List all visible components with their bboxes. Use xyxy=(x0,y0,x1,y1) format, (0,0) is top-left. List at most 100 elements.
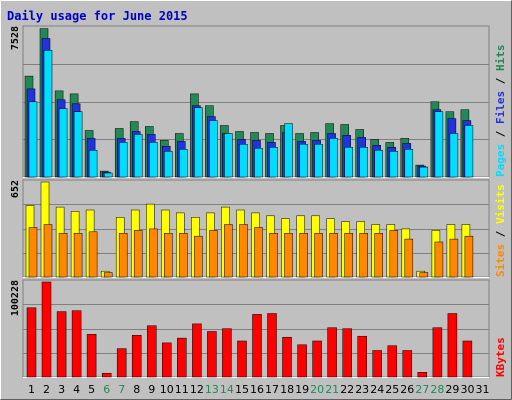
bar-sites-15 xyxy=(239,224,248,278)
bar-kbytes-26 xyxy=(402,350,413,378)
bar-sites-3 xyxy=(58,233,68,278)
series-legend: KBytes xyxy=(494,337,507,377)
bar-pages-8 xyxy=(133,134,143,178)
bar-pages-3 xyxy=(58,108,68,178)
bar-sites-29 xyxy=(449,238,459,278)
bar-kbytes-17 xyxy=(267,313,277,378)
panel-sites-visits: 652 Sites / Visits xyxy=(10,179,507,278)
bar-kbytes-13 xyxy=(207,331,217,378)
x-tick-label-12: 12 xyxy=(190,383,204,396)
panel-pages-files-hits: 7528 Pages / Files / Hits xyxy=(10,25,507,178)
x-tick-label-10: 10 xyxy=(160,383,174,396)
bar-pages-13 xyxy=(209,120,218,178)
bar-sites-22 xyxy=(344,233,353,278)
bar-kbytes-9 xyxy=(147,325,157,378)
bar-kbytes-3 xyxy=(56,311,67,378)
x-tick-label-20: 20 xyxy=(310,383,324,396)
bar-kbytes-21 xyxy=(327,327,337,378)
bar-kbytes-8 xyxy=(131,335,142,378)
bar-pages-18 xyxy=(284,123,293,178)
bar-sites-27 xyxy=(419,272,429,278)
bar-pages-1 xyxy=(28,101,38,178)
bar-kbytes-24 xyxy=(372,350,382,378)
x-tick-label-31: 31 xyxy=(476,383,490,396)
bar-sites-5 xyxy=(88,231,98,278)
chart-panels: 7528 Pages / Files / Hits 652 Sites / Visit… xyxy=(10,25,507,378)
x-tick-label-22: 22 xyxy=(340,383,354,396)
x-tick-label-26: 26 xyxy=(400,383,414,396)
x-tick-label-21: 21 xyxy=(325,383,339,396)
bar-sites-20 xyxy=(314,233,323,278)
bar-pages-10 xyxy=(164,151,173,178)
bar-pages-27 xyxy=(419,166,429,178)
bar-sites-8 xyxy=(133,230,143,278)
bar-kbytes-20 xyxy=(312,340,322,378)
bar-kbytes-14 xyxy=(222,328,232,378)
bar-pages-23 xyxy=(359,147,368,178)
x-tick-label-2: 2 xyxy=(43,383,50,396)
bar-kbytes-2 xyxy=(41,281,52,378)
x-tick-label-13: 13 xyxy=(205,383,219,396)
bar-sites-9 xyxy=(149,228,158,278)
bar-pages-21 xyxy=(329,138,338,178)
bar-kbytes-23 xyxy=(357,335,367,378)
bar-kbytes-16 xyxy=(252,314,262,378)
bar-pages-17 xyxy=(269,147,278,178)
x-tick-label-3: 3 xyxy=(58,383,65,396)
bar-kbytes-7 xyxy=(116,348,127,378)
bar-pages-6 xyxy=(103,172,113,178)
bar-pages-11 xyxy=(179,149,188,178)
bar-sites-7 xyxy=(118,233,128,278)
bar-sites-18 xyxy=(284,233,293,278)
bar-pages-2 xyxy=(43,50,53,178)
bar-pages-22 xyxy=(344,147,353,178)
bar-sites-30 xyxy=(464,235,474,278)
bar-kbytes-27 xyxy=(417,372,428,378)
bar-kbytes-29 xyxy=(447,313,458,378)
x-tick-label-14: 14 xyxy=(220,383,234,396)
bar-pages-29 xyxy=(449,133,459,178)
bar-kbytes-5 xyxy=(86,334,97,378)
x-tick-label-1: 1 xyxy=(28,383,35,396)
series-pages xyxy=(28,50,474,178)
bar-kbytes-10 xyxy=(162,342,172,378)
bar-sites-4 xyxy=(73,233,83,278)
bar-pages-30 xyxy=(464,125,474,178)
bar-sites-25 xyxy=(389,230,399,278)
bar-sites-10 xyxy=(164,233,173,278)
bar-sites-19 xyxy=(299,233,308,278)
legend-separator: / xyxy=(494,71,507,91)
bar-pages-19 xyxy=(299,144,308,178)
bar-sites-21 xyxy=(329,233,338,278)
bar-kbytes-30 xyxy=(462,340,473,378)
x-tick-label-5: 5 xyxy=(88,383,95,396)
bar-kbytes-6 xyxy=(101,372,112,378)
x-tick-label-28: 28 xyxy=(430,383,444,396)
bar-pages-5 xyxy=(88,150,98,178)
bar-sites-28 xyxy=(434,241,444,278)
legend-visits: Visits xyxy=(494,184,507,224)
x-tick-label-18: 18 xyxy=(280,383,294,396)
x-tick-label-8: 8 xyxy=(133,383,140,396)
series-sites xyxy=(28,224,474,278)
x-tick-label-6: 6 xyxy=(103,383,110,396)
bar-sites-13 xyxy=(209,230,218,278)
bar-pages-7 xyxy=(118,142,128,178)
x-tick-label-11: 11 xyxy=(175,383,189,396)
series-legend: Pages / Files / Hits xyxy=(494,45,507,178)
bar-sites-6 xyxy=(103,272,113,278)
x-tick-label-25: 25 xyxy=(385,383,399,396)
x-tick-label-23: 23 xyxy=(355,383,369,396)
y-max-label: 652 xyxy=(10,180,21,198)
x-tick-label-19: 19 xyxy=(295,383,309,396)
bar-kbytes-25 xyxy=(387,345,398,378)
x-tick-label-15: 15 xyxy=(235,383,249,396)
bar-kbytes-22 xyxy=(342,328,352,378)
bar-kbytes-19 xyxy=(297,344,307,378)
x-tick-label-29: 29 xyxy=(445,383,459,396)
bar-kbytes-4 xyxy=(71,310,82,378)
bar-sites-23 xyxy=(359,233,368,278)
chart-title: Daily usage for June 2015 xyxy=(7,9,188,23)
bar-pages-25 xyxy=(389,151,399,178)
